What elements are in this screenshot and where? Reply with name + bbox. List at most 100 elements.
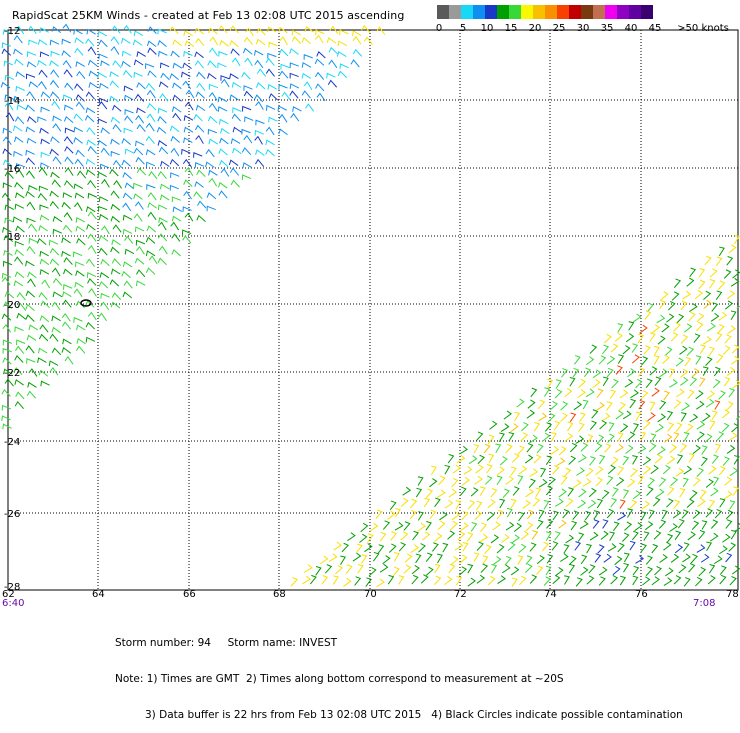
wind-barb: [133, 71, 143, 78]
wind-barb: [208, 177, 218, 187]
wind-barb: [682, 477, 689, 488]
wind-barb: [682, 290, 692, 300]
wind-barb: [183, 179, 193, 187]
wind-barb: [484, 544, 492, 554]
wind-barb: [552, 574, 561, 585]
wind-barb: [459, 566, 467, 576]
wind-barb: [5, 112, 15, 122]
wind-barb: [635, 411, 642, 421]
lat-label: -26: [4, 509, 20, 520]
wind-barb: [278, 84, 288, 90]
wind-barb: [598, 355, 607, 365]
wind-barb: [705, 398, 715, 408]
wind-barb: [517, 475, 524, 485]
wind-barb: [529, 542, 537, 552]
wind-barb: [86, 223, 96, 231]
wind-barb: [197, 200, 207, 209]
wind-barb: [27, 116, 37, 124]
wind-barb: [376, 26, 386, 35]
wind-barb: [614, 555, 623, 566]
legend-swatch: [545, 5, 557, 19]
wind-barb: [412, 530, 419, 541]
wind-barb: [444, 576, 453, 586]
wind-barb: [2, 323, 12, 333]
wind-barb: [16, 163, 26, 169]
wind-barb: [680, 334, 689, 344]
wind-barb: [265, 68, 275, 77]
wind-barb: [195, 134, 204, 144]
wind-barb: [570, 520, 578, 531]
wind-barb: [588, 564, 596, 574]
wind-barb: [662, 465, 671, 475]
wind-barb: [704, 433, 713, 443]
wind-barb: [640, 431, 646, 442]
wind-barb: [686, 498, 695, 508]
wind-barb: [27, 25, 37, 34]
wind-barb: [425, 488, 434, 499]
lat-label: -28: [4, 582, 20, 593]
wind-barb: [422, 531, 431, 541]
wind-barb: [25, 314, 35, 322]
lat-lon-grid: [8, 30, 738, 590]
wind-barb: [631, 530, 639, 541]
wind-barb: [75, 261, 85, 268]
wind-barb: [543, 576, 552, 586]
wind-barb: [122, 261, 133, 268]
wind-barb: [124, 182, 135, 190]
wind-barb: [585, 356, 595, 366]
wind-barb: [220, 75, 230, 81]
wind-barb: [3, 249, 13, 256]
wind-barb: [596, 388, 604, 398]
wind-barb: [673, 399, 682, 409]
wind-barb: [635, 378, 643, 389]
wind-barb: [442, 542, 449, 553]
wind-barb: [517, 445, 525, 455]
wind-barb: [551, 541, 559, 551]
wind-barb: [16, 312, 26, 320]
wind-barb: [398, 542, 407, 552]
wind-barb: [75, 94, 85, 102]
wind-barb: [673, 278, 682, 288]
wind-barb: [683, 432, 690, 442]
wind-barb: [545, 531, 552, 541]
wind-barb: [573, 401, 583, 411]
wind-barb: [76, 70, 86, 80]
wind-barb: [17, 302, 27, 311]
wind-barb: [398, 575, 405, 585]
wind-barb: [329, 25, 339, 35]
lon-label: 66: [183, 589, 196, 600]
wind-barb: [145, 149, 156, 156]
wind-barb: [85, 206, 96, 213]
wind-barb: [530, 387, 538, 398]
wind-barb: [504, 555, 512, 566]
wind-barb: [365, 577, 372, 587]
map-frame: [7, 29, 739, 591]
wind-barb: [596, 434, 605, 444]
wind-barb: [14, 249, 24, 257]
wind-barb: [527, 399, 536, 409]
wind-barb: [724, 476, 733, 486]
wind-barb: [38, 225, 48, 232]
wind-barb: [562, 509, 570, 519]
wind-barb: [710, 487, 719, 497]
wind-barb: [229, 73, 239, 79]
wind-barb: [475, 500, 483, 511]
wind-barb: [2, 148, 12, 156]
wind-barb: [229, 40, 239, 48]
wind-barb: [97, 118, 107, 125]
wind-barb: [394, 521, 404, 531]
wind-barb: [48, 360, 59, 367]
wind-barb: [514, 411, 521, 422]
wind-barb: [159, 93, 169, 102]
wind-barb: [291, 36, 302, 44]
wind-barb: [546, 554, 554, 564]
wind-barb: [195, 91, 205, 99]
wind-barb: [722, 533, 731, 543]
wind-barb: [172, 62, 183, 69]
wind-barb: [301, 61, 312, 68]
wind-barb: [470, 522, 478, 532]
wind-barb: [531, 530, 539, 540]
wind-barb: [520, 432, 529, 442]
wind-barb: [650, 433, 657, 443]
